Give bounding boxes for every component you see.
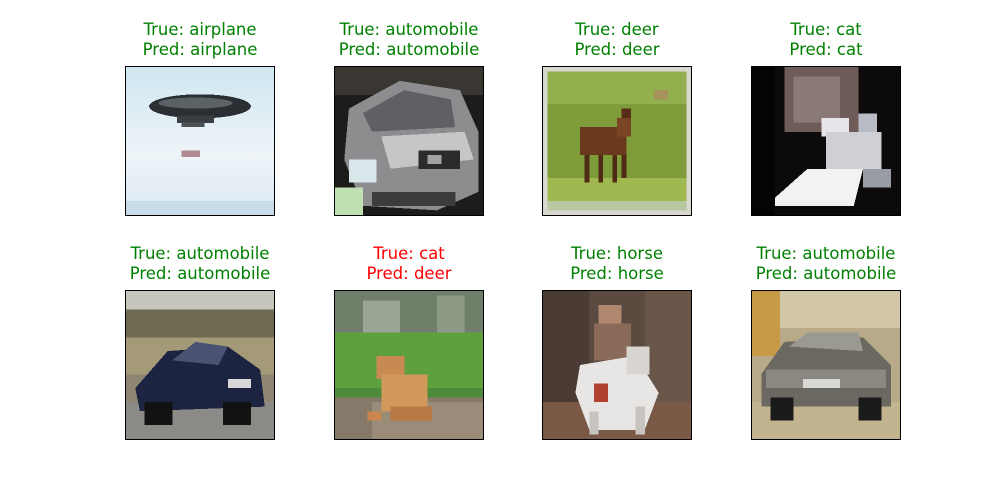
sample-image (542, 290, 692, 440)
true-label: True: airplane (143, 20, 257, 39)
sample-image (751, 66, 901, 216)
sample-title: True: automobile Pred: automobile (274, 20, 544, 60)
sample-image (542, 66, 692, 216)
sample-image (334, 290, 484, 440)
sample-title: True: cat Pred: cat (691, 20, 961, 60)
sample-image (334, 66, 484, 216)
pred-label: Pred: automobile (338, 40, 480, 59)
sample-image (751, 290, 901, 440)
true-label: True: deer (575, 20, 659, 39)
sample-title: True: cat Pred: deer (274, 244, 544, 284)
sample-image (125, 290, 275, 440)
true-label: True: automobile (339, 20, 479, 39)
true-label: True: cat (790, 20, 862, 39)
sample-title: True: deer Pred: deer (482, 20, 752, 60)
sample-image (125, 66, 275, 216)
sample-title: True: horse Pred: horse (482, 244, 752, 284)
sample-title: True: automobile Pred: automobile (691, 244, 961, 284)
pred-label: Pred: horse (570, 264, 664, 283)
true-label: True: automobile (130, 244, 270, 263)
pred-label: Pred: automobile (129, 264, 271, 283)
true-label: True: automobile (756, 244, 896, 263)
pred-label: Pred: cat (789, 40, 863, 59)
true-label: True: horse (571, 244, 663, 263)
sample-title: True: airplane Pred: airplane (65, 20, 335, 60)
pred-label: Pred: automobile (755, 264, 897, 283)
pred-label: Pred: airplane (142, 40, 258, 59)
true-label: True: cat (373, 244, 445, 263)
sample-title: True: automobile Pred: automobile (65, 244, 335, 284)
pred-label: Pred: deer (366, 264, 452, 283)
pred-label: Pred: deer (574, 40, 660, 59)
